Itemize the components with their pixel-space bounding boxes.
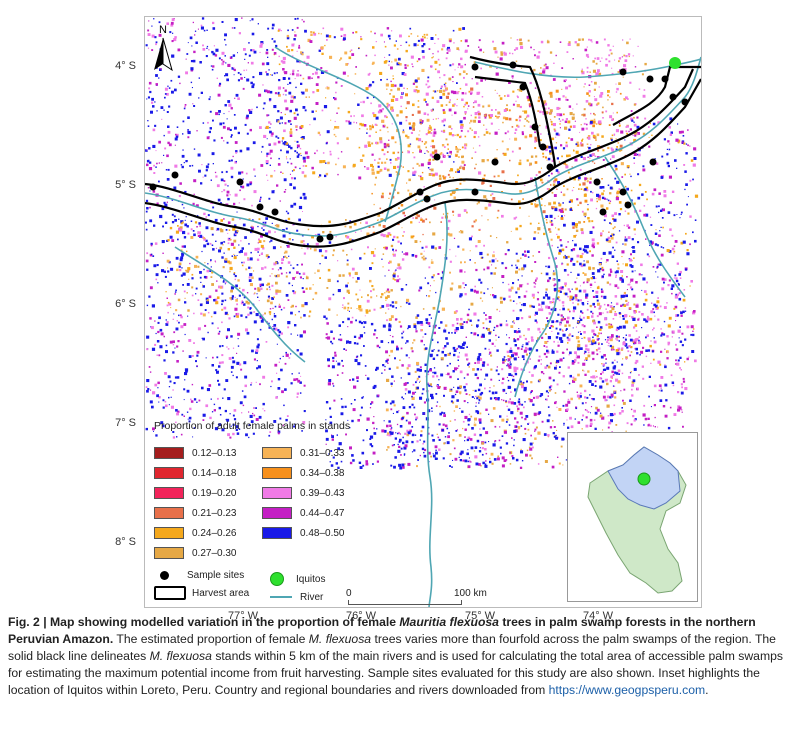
legend-class-5: 0.27–0.30 <box>154 546 237 560</box>
legend-class-label: 0.34–0.38 <box>300 467 345 479</box>
legend-class-label: 0.12–0.13 <box>192 447 237 459</box>
palm-swamp-patches <box>145 17 699 470</box>
lon-label-77w: 77° W <box>227 610 259 622</box>
legend-class-label: 0.27–0.30 <box>192 547 237 559</box>
legend-iquitos: Iquitos <box>270 572 325 586</box>
harvest-area-outline <box>145 55 701 248</box>
legend-river: River <box>270 590 323 604</box>
lon-label-74w: 74° W <box>582 610 614 622</box>
legend-class-label: 0.48–0.50 <box>300 527 345 539</box>
legend-class-4: 0.24–0.26 <box>154 526 237 540</box>
legend-class-9: 0.44–0.47 <box>262 506 345 520</box>
lon-label-76w: 76° W <box>345 610 377 622</box>
legend-class-2: 0.19–0.20 <box>154 486 237 500</box>
legend-class-label: 0.19–0.20 <box>192 487 237 499</box>
legend-swatch <box>154 467 184 479</box>
inset-map-peru <box>567 432 698 602</box>
legend-swatch <box>262 447 292 459</box>
legend-swatch <box>154 547 184 559</box>
river-sw <box>174 246 306 363</box>
legend-swatch <box>262 507 292 519</box>
legend-sample-sites: Sample sites <box>154 568 244 582</box>
legend-class-10: 0.48–0.50 <box>262 526 345 540</box>
north-label: N <box>159 24 167 36</box>
lat-label-6s: 6° S <box>115 298 136 310</box>
iquitos-icon <box>270 572 284 586</box>
legend-sample-sites-label: Sample sites <box>187 569 245 581</box>
harvest-area-icon <box>154 586 186 600</box>
iquitos-marker <box>669 57 681 69</box>
river-huallaga <box>514 176 559 398</box>
legend-river-label: River <box>300 591 324 603</box>
legend-class-7: 0.34–0.38 <box>262 466 345 480</box>
legend-class-label: 0.39–0.43 <box>300 487 345 499</box>
legend-swatch <box>154 447 184 459</box>
lat-label-7s: 7° S <box>115 417 136 429</box>
legend-harvest-area: Harvest area <box>154 586 249 600</box>
lon-label-75w: 75° W <box>464 610 496 622</box>
river-icon <box>270 596 292 598</box>
lat-label-8s: 8° S <box>115 536 136 548</box>
legend-swatch <box>262 527 292 539</box>
legend-class-label: 0.24–0.26 <box>192 527 237 539</box>
legend-class-label: 0.31–0.33 <box>300 447 345 459</box>
caption-species-1: M. flexuosa <box>308 632 372 646</box>
scale-end: 100 km <box>454 588 487 599</box>
caption-body-3: stands within 5 km of the main rivers an… <box>8 649 783 697</box>
caption-title-rest: trees in palm swamp forests in the north… <box>8 615 756 646</box>
caption-end: . <box>705 683 709 697</box>
sample-site-icon <box>160 570 169 580</box>
legend-class-label: 0.14–0.18 <box>192 467 237 479</box>
caption-link[interactable]: https://www.geogpsperu.com <box>548 683 706 697</box>
lat-label-4s: 4° S <box>115 60 136 72</box>
river-ucayali <box>425 202 448 607</box>
river-network <box>145 46 701 607</box>
legend-iquitos-label: Iquitos <box>296 573 326 585</box>
sample-sites <box>149 61 689 243</box>
legend-class-1: 0.14–0.18 <box>154 466 237 480</box>
caption-title: Fig. 2 | Map showing modelled variation … <box>8 615 400 629</box>
legend-class-label: 0.44–0.47 <box>300 507 345 519</box>
scale-start: 0 <box>346 588 352 599</box>
legend-class-3: 0.21–0.23 <box>154 506 237 520</box>
river-amazon-ne <box>474 58 701 79</box>
legend-class-8: 0.39–0.43 <box>262 486 345 500</box>
legend-swatch <box>154 527 184 539</box>
lat-label-5s: 5° S <box>115 179 136 191</box>
figure-caption: Fig. 2 | Map showing modelled variation … <box>8 614 788 699</box>
river-east <box>604 156 686 298</box>
caption-species-2: M. flexuosa <box>149 649 212 663</box>
legend-swatch <box>154 507 184 519</box>
caption-body-2: trees varies more than fourfold across t… <box>8 632 776 663</box>
legend-class-6: 0.31–0.33 <box>262 446 345 460</box>
legend-class-0: 0.12–0.13 <box>154 446 237 460</box>
inset-svg <box>587 446 687 594</box>
legend-swatch <box>262 467 292 479</box>
inset-iquitos-marker <box>637 472 651 486</box>
caption-title-species: Mauritia flexuosa <box>399 615 499 629</box>
legend-swatch <box>262 487 292 499</box>
river-north <box>274 46 403 223</box>
map-frame <box>144 16 702 608</box>
legend-harvest-area-label: Harvest area <box>192 587 250 599</box>
river-main <box>145 56 701 237</box>
caption-body-1: The estimated proportion of female <box>113 632 309 646</box>
north-arrow-icon: N <box>154 24 173 72</box>
legend-swatch <box>154 487 184 499</box>
legend-class-label: 0.21–0.23 <box>192 507 237 519</box>
legend-title: Proportion of adult female palms in stan… <box>154 420 351 432</box>
